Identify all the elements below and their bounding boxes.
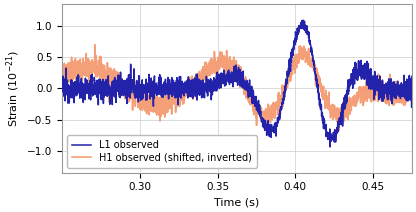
L1 observed xyxy=(60,88,65,91)
L1 observed xyxy=(301,19,306,21)
L1 observed xyxy=(335,121,340,124)
H1 observed (shifted, inverted) xyxy=(230,64,235,67)
L1 observed xyxy=(230,76,235,79)
X-axis label: Time (s): Time (s) xyxy=(214,198,260,208)
L1 observed xyxy=(399,85,404,88)
H1 observed (shifted, inverted) xyxy=(399,86,404,89)
Line: H1 observed (shifted, inverted): H1 observed (shifted, inverted) xyxy=(62,45,412,130)
H1 observed (shifted, inverted) xyxy=(337,129,342,132)
H1 observed (shifted, inverted) xyxy=(60,71,65,73)
L1 observed xyxy=(409,75,414,78)
H1 observed (shifted, inverted) xyxy=(220,67,225,69)
L1 observed xyxy=(220,82,225,84)
Y-axis label: Strain ($10^{-21}$): Strain ($10^{-21}$) xyxy=(4,50,22,127)
L1 observed xyxy=(78,87,83,90)
H1 observed (shifted, inverted) xyxy=(409,86,414,89)
H1 observed (shifted, inverted) xyxy=(399,89,404,91)
H1 observed (shifted, inverted) xyxy=(92,43,97,46)
H1 observed (shifted, inverted) xyxy=(78,75,83,78)
L1 observed xyxy=(327,146,332,148)
Legend: L1 observed, H1 observed (shifted, inverted): L1 observed, H1 observed (shifted, inver… xyxy=(67,135,257,168)
L1 observed xyxy=(399,90,404,92)
Line: L1 observed: L1 observed xyxy=(62,20,412,147)
H1 observed (shifted, inverted) xyxy=(335,112,340,114)
